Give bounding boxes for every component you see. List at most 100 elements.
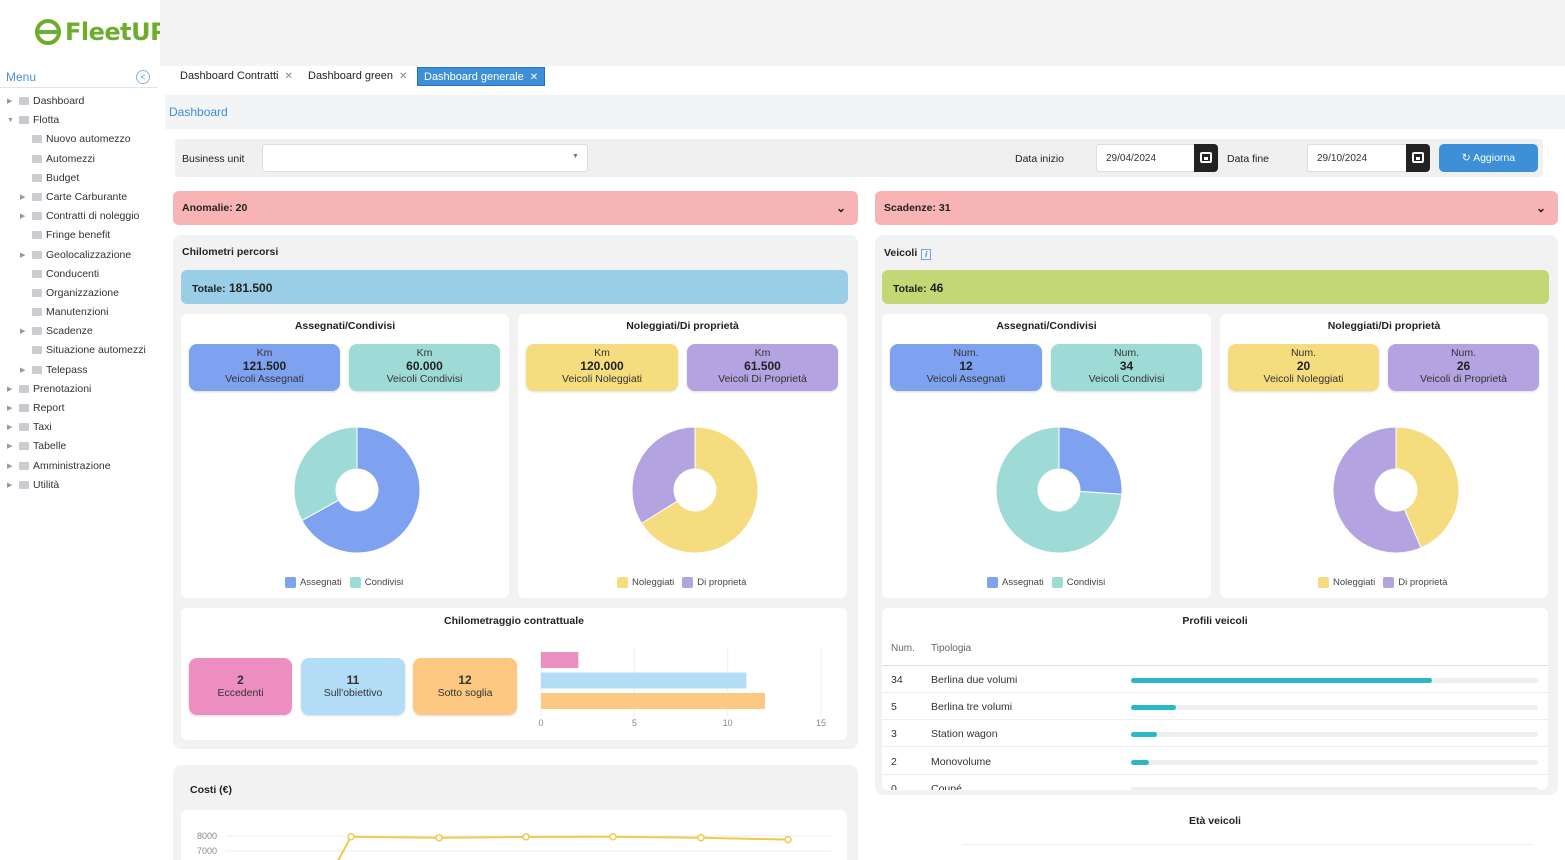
legend-label[interactable]: Assegnati xyxy=(1002,577,1044,588)
pie-slice-condivisi[interactable] xyxy=(293,426,358,522)
fleetup-logo-icon xyxy=(35,19,61,45)
collapse-menu-icon[interactable]: < xyxy=(136,70,150,84)
sidebar-tree: ▶ Dashboard ▼ Flotta Nuovo automezzo Automezz… xyxy=(0,92,160,495)
pie-slice-noleggiati[interactable] xyxy=(1395,426,1460,549)
legend-label[interactable]: Noleggiati xyxy=(1333,577,1376,588)
sidebar-item-conducenti[interactable]: Conducenti xyxy=(0,265,160,284)
sidebar-item-automezzi[interactable]: Automezzi xyxy=(0,150,160,169)
bar-eccedenti[interactable] xyxy=(541,652,579,668)
chart-legend: Noleggiati Di proprietà xyxy=(617,577,746,588)
breadcrumb-bar xyxy=(165,95,1565,129)
sidebar-item-utilit-[interactable]: ▶ Utilità xyxy=(0,476,160,495)
legend-label[interactable]: Assegnati xyxy=(300,577,342,588)
stat-value: 2 xyxy=(237,673,244,687)
sidebar-item-fringe-benefit[interactable]: Fringe benefit xyxy=(0,226,160,245)
legend-label[interactable]: Noleggiati xyxy=(632,577,675,588)
bar-sotto-soglia[interactable] xyxy=(541,693,765,709)
bar-sull-obiettivo[interactable] xyxy=(541,672,747,689)
sidebar-item-nuovo-automezzo[interactable]: Nuovo automezzo xyxy=(0,130,160,149)
cost-point[interactable] xyxy=(697,834,705,842)
chevron-right-icon[interactable]: ▶ xyxy=(20,213,26,221)
legend-label[interactable]: Condivisi xyxy=(1066,577,1106,588)
cost-point[interactable] xyxy=(784,835,792,844)
profile-bar-fill xyxy=(1131,759,1150,765)
stat-top: Km xyxy=(256,347,273,359)
close-tab-icon[interactable]: ✕ xyxy=(284,71,293,82)
tab-dashboard-generale[interactable]: Dashboard generale ✕ xyxy=(417,67,546,86)
tab-dashboard-green[interactable]: Dashboard green ✕ xyxy=(302,67,413,86)
legend-label[interactable]: Di proprietà xyxy=(697,577,747,588)
km-assigned-card: Assegnati/Condivisi Km 121.500 Veicoli Ass… xyxy=(181,314,509,598)
sidebar-item-prenotazioni[interactable]: ▶ Prenotazioni xyxy=(0,380,160,399)
refresh-button[interactable]: ↻ Aggiorna xyxy=(1439,144,1538,172)
chevron-right-icon[interactable]: ▶ xyxy=(20,251,26,259)
folder-icon xyxy=(19,116,29,125)
pie-slice-di-propriet-[interactable] xyxy=(631,426,696,525)
sidebar-item-taxi[interactable]: ▶ Taxi xyxy=(0,418,160,437)
sidebar-item-tabelle[interactable]: ▶ Tabelle xyxy=(0,437,160,456)
legend-label[interactable]: Condivisi xyxy=(364,577,404,588)
chevron-right-icon[interactable]: ▶ xyxy=(20,366,26,374)
sidebar-item-contratti-di-noleggio[interactable]: ▶ Contratti di noleggio xyxy=(0,207,160,226)
chevron-right-icon[interactable]: ▶ xyxy=(7,385,13,393)
calendar-icon[interactable] xyxy=(1194,144,1218,172)
sidebar-item-organizzazione[interactable]: Organizzazione xyxy=(0,284,160,303)
cost-point[interactable] xyxy=(435,834,443,842)
folder-icon xyxy=(32,365,42,374)
chevron-down-icon[interactable]: ⌄ xyxy=(835,201,846,215)
chevron-right-icon[interactable]: ▶ xyxy=(7,405,13,412)
pie-slice-di-propriet-[interactable] xyxy=(1332,426,1422,554)
sidebar-item-report[interactable]: ▶ Report xyxy=(0,399,160,418)
sidebar-item-dashboard[interactable]: ▶ Dashboard xyxy=(0,92,160,111)
pie-slice-assegnati[interactable] xyxy=(1058,426,1123,495)
chevron-right-icon[interactable]: ▶ xyxy=(7,481,13,489)
stat-value: 20 xyxy=(1296,359,1311,373)
legend-swatch xyxy=(682,577,694,588)
chevron-down-icon[interactable]: ▼ xyxy=(7,117,14,125)
pie-slice-assegnati[interactable] xyxy=(301,426,421,554)
info-icon[interactable]: i xyxy=(921,249,932,260)
pie-slice-condivisi[interactable] xyxy=(995,426,1123,554)
chevron-right-icon[interactable]: ▶ xyxy=(7,443,13,451)
sidebar-item-geolocalizzazione[interactable]: ▶ Geolocalizzazione xyxy=(0,246,160,265)
close-tab-icon[interactable]: ✕ xyxy=(529,72,539,83)
profile-bar-track xyxy=(1131,732,1538,738)
sidebar-item-label: Utilità xyxy=(33,478,60,491)
stat-veh-assegnati: Num. 12 Veicoli Assegnati xyxy=(890,344,1042,391)
sidebar-item-budget[interactable]: Budget xyxy=(0,169,160,188)
scadenze-label: Scadenze: 31 xyxy=(884,202,951,214)
sidebar-item-manutenzioni[interactable]: Manutenzioni xyxy=(0,303,160,322)
cost-point[interactable] xyxy=(347,833,355,841)
scadenze-accordion[interactable]: Scadenze: 31 ⌄ xyxy=(875,191,1558,225)
anomalie-accordion[interactable]: Anomalie: 20 ⌄ xyxy=(173,191,858,225)
calendar-icon[interactable] xyxy=(1406,144,1430,172)
cost-point[interactable] xyxy=(609,833,617,841)
legend-label[interactable]: Di proprietà xyxy=(1398,577,1448,588)
profile-type: Coupé xyxy=(931,782,962,790)
chevron-right-icon[interactable]: ▶ xyxy=(7,424,13,432)
chevron-right-icon[interactable]: ▶ xyxy=(20,193,26,201)
sidebar-item-carte-carburante[interactable]: ▶ Carte Carburante xyxy=(0,188,160,207)
table-row: 34 Berlina due volumi xyxy=(882,666,1548,693)
chevron-down-icon[interactable]: ▼ xyxy=(572,153,579,160)
profile-bar-track xyxy=(1131,759,1538,765)
folder-icon xyxy=(19,384,29,393)
chevron-right-icon[interactable]: ▶ xyxy=(7,462,13,470)
chevron-down-icon[interactable]: ⌄ xyxy=(1535,201,1546,215)
sidebar-item-scadenze[interactable]: ▶ Scadenze xyxy=(0,322,160,341)
sidebar-item-flotta[interactable]: ▼ Flotta xyxy=(0,111,160,130)
sidebar-item-label: Carte Carburante xyxy=(46,190,128,203)
cost-point[interactable] xyxy=(522,833,530,841)
tab-label: Dashboard Contratti xyxy=(180,70,279,82)
close-tab-icon[interactable]: ✕ xyxy=(399,71,408,82)
sidebar-item-label: Tabelle xyxy=(33,440,67,453)
pie-slice-noleggiati[interactable] xyxy=(640,426,759,554)
chevron-right-icon[interactable]: ▶ xyxy=(20,328,26,336)
chevron-right-icon[interactable]: ▶ xyxy=(7,98,13,105)
sidebar-item-telepass[interactable]: ▶ Telepass xyxy=(0,361,160,380)
signpost-icon xyxy=(32,250,42,259)
sidebar-item-situazione-automezzi[interactable]: Situazione automezzi xyxy=(0,341,160,360)
tab-dashboard-contratti[interactable]: Dashboard Contratti ✕ xyxy=(174,67,299,86)
business-unit-select[interactable] xyxy=(262,144,588,172)
sidebar-item-amministrazione[interactable]: ▶ Amministrazione xyxy=(0,457,160,476)
